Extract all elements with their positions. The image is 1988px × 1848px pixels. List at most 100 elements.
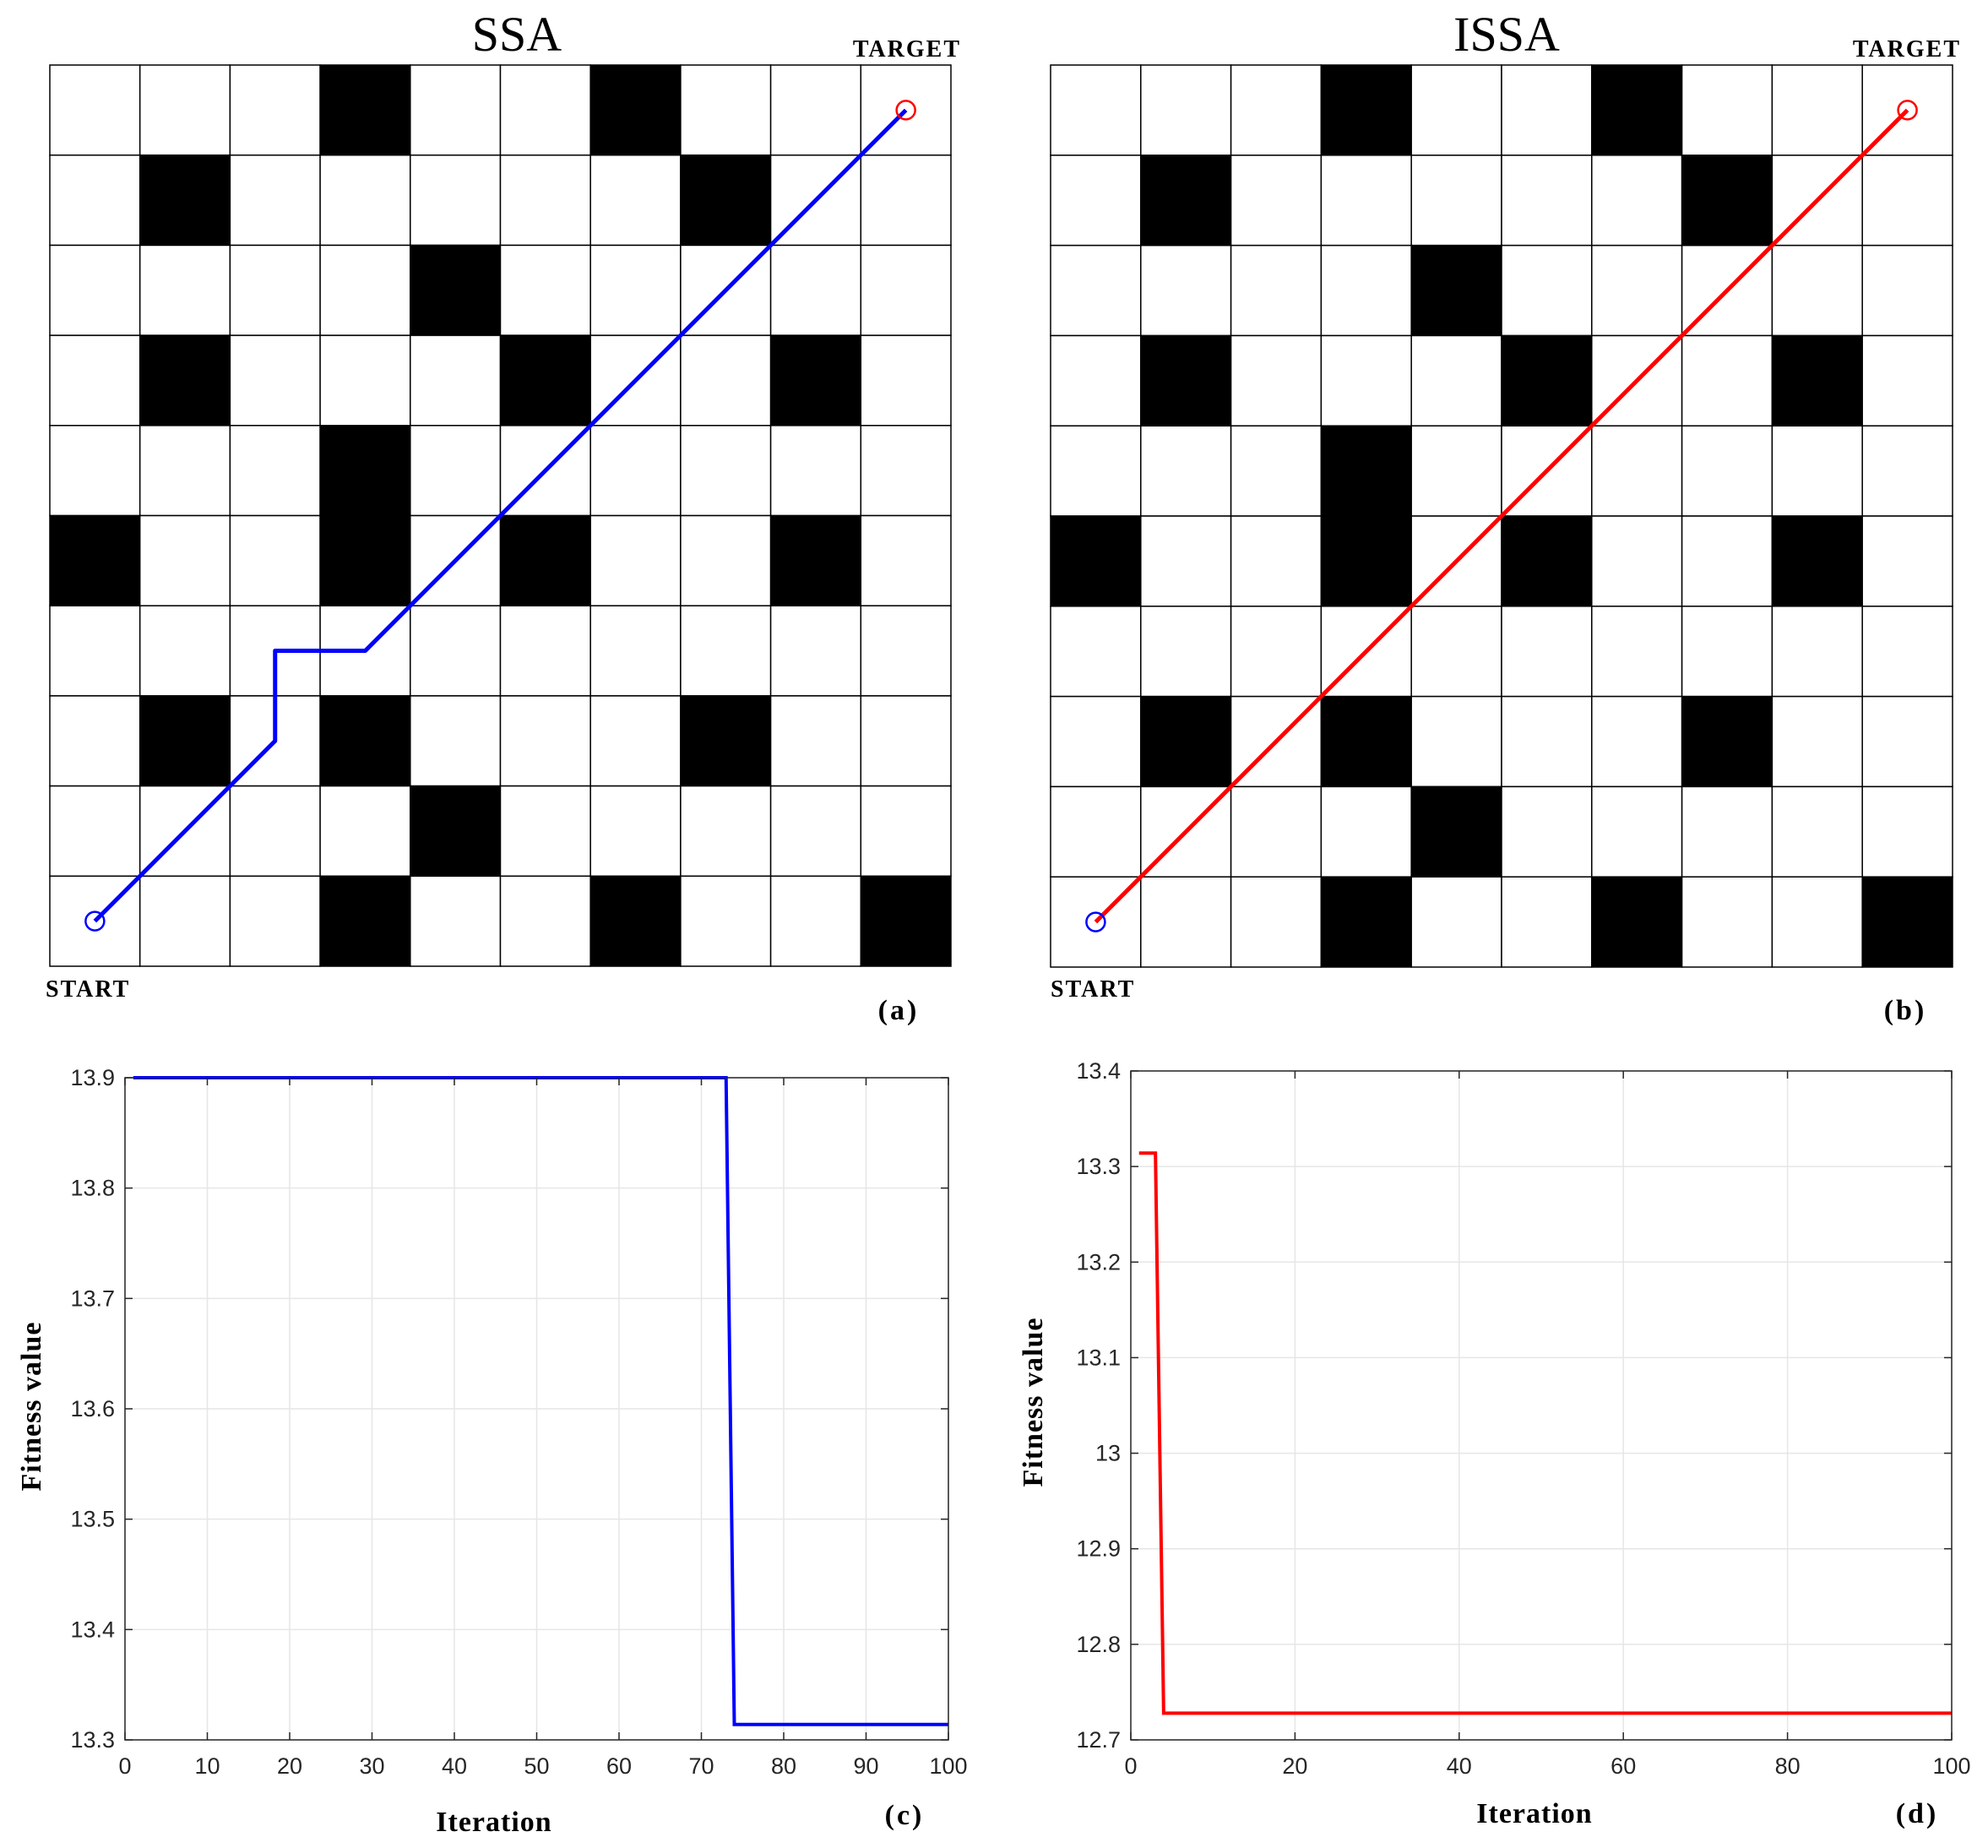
issa-obstacle-cell [1410, 785, 1502, 878]
issa-free-cell [1140, 64, 1232, 156]
issa-y-tick-label: 13.4 [1076, 1058, 1121, 1084]
issa-free-cell [1501, 606, 1593, 698]
ssa-free-cell [139, 244, 231, 336]
ssa-free-cell [589, 605, 682, 697]
ssa-obstacle-cell [499, 514, 591, 606]
issa-target-label: TARGET [1853, 36, 1961, 63]
ssa-free-cell [860, 785, 952, 878]
issa-free-cell [1501, 785, 1593, 878]
ssa-free-cell [680, 64, 772, 156]
ssa-obstacle-cell [139, 154, 231, 247]
panel-label-d: (d) [1896, 1798, 1939, 1829]
ssa-start-marker [84, 910, 106, 932]
issa-free-cell [1591, 695, 1683, 788]
ssa-free-cell [769, 64, 862, 156]
ssa-free-cell [139, 64, 231, 156]
issa-chart-gridlines [1130, 1070, 1953, 1741]
issa-free-cell [1591, 515, 1683, 607]
ssa-free-cell [410, 425, 502, 517]
ssa-obstacle-cell [139, 334, 231, 427]
ssa-x-tick-label: 70 [688, 1753, 714, 1779]
ssa-free-cell [499, 154, 591, 247]
issa-free-cell [1771, 876, 1863, 968]
ssa-free-cell [680, 514, 772, 606]
issa-obstacle-cell [1591, 876, 1683, 968]
ssa-free-cell [860, 605, 952, 697]
issa-free-cell [1591, 785, 1683, 878]
issa-x-tick-label: 40 [1447, 1753, 1472, 1779]
ssa-free-cell [769, 695, 862, 787]
ssa-free-cell [49, 244, 141, 336]
ssa-obstacle-cell [410, 244, 502, 336]
ssa-free-cell [49, 425, 141, 517]
issa-free-cell [1050, 785, 1142, 878]
ssa-title: SSA [472, 7, 562, 62]
ssa-free-cell [139, 425, 231, 517]
ssa-free-cell [229, 334, 321, 427]
issa-free-cell [1591, 155, 1683, 247]
ssa-free-cell [410, 154, 502, 247]
ssa-free-cell [319, 785, 411, 878]
ssa-free-cell [499, 785, 591, 878]
issa-obstacle-cell [1771, 515, 1863, 607]
issa-x-tick-label: 60 [1610, 1753, 1636, 1779]
issa-obstacle-cell [1501, 334, 1593, 427]
ssa-free-cell [860, 334, 952, 427]
issa-free-cell [1681, 425, 1773, 517]
issa-free-cell [1410, 425, 1502, 517]
ssa-x-tick-label: 30 [359, 1753, 384, 1779]
issa-path-line [1094, 108, 1909, 924]
ssa-free-cell [860, 514, 952, 606]
issa-free-cell [1501, 695, 1593, 788]
issa-x-tick-label: 0 [1124, 1753, 1137, 1779]
issa-free-cell [1140, 606, 1232, 698]
ssa-x-tick-label: 80 [771, 1753, 796, 1779]
ssa-free-cell [49, 605, 141, 697]
panel-label-b: (b) [1884, 995, 1927, 1026]
ssa-free-cell [319, 334, 411, 427]
issa-free-cell [1320, 785, 1412, 878]
issa-free-cell [1681, 64, 1773, 156]
ssa-free-cell [769, 875, 862, 967]
issa-free-cell [1140, 244, 1232, 337]
issa-free-cell [1230, 155, 1323, 247]
ssa-y-axis-label: Fitness value [16, 1322, 47, 1492]
ssa-free-cell [680, 425, 772, 517]
ssa-free-cell [680, 605, 772, 697]
issa-free-cell [1591, 425, 1683, 517]
issa-free-cell [1230, 425, 1323, 517]
ssa-y-tick-label: 13.9 [70, 1065, 115, 1090]
ssa-free-cell [410, 64, 502, 156]
issa-free-cell [1410, 876, 1502, 968]
issa-free-cell [1230, 876, 1323, 968]
issa-free-cell [1410, 695, 1502, 788]
ssa-free-cell [410, 695, 502, 787]
issa-free-cell [1230, 606, 1323, 698]
issa-free-cell [1140, 876, 1232, 968]
issa-free-cell [1861, 244, 1953, 337]
ssa-obstacle-cell [319, 425, 411, 517]
ssa-free-cell [410, 605, 502, 697]
issa-obstacle-cell [1320, 695, 1412, 788]
ssa-obstacle-cell [49, 514, 141, 606]
issa-free-cell [1230, 515, 1323, 607]
issa-free-cell [1050, 155, 1142, 247]
issa-free-cell [1771, 606, 1863, 698]
issa-start-marker [1085, 911, 1106, 932]
issa-y-tick-label: 13.3 [1076, 1154, 1121, 1179]
issa-free-cell [1050, 606, 1142, 698]
issa-free-cell [1410, 606, 1502, 698]
issa-free-cell [1861, 785, 1953, 878]
issa-free-cell [1410, 155, 1502, 247]
ssa-y-tick-label: 13.3 [70, 1727, 115, 1753]
issa-free-cell [1591, 244, 1683, 337]
ssa-fitness-curve [133, 1076, 948, 1726]
issa-y-tick-label: 12.9 [1076, 1536, 1121, 1562]
ssa-free-cell [139, 605, 231, 697]
issa-free-cell [1320, 244, 1412, 337]
ssa-free-cell [499, 64, 591, 156]
ssa-free-cell [589, 154, 682, 247]
ssa-target-label: TARGET [853, 36, 961, 63]
ssa-free-cell [680, 785, 772, 878]
ssa-obstacle-cell [410, 785, 502, 878]
